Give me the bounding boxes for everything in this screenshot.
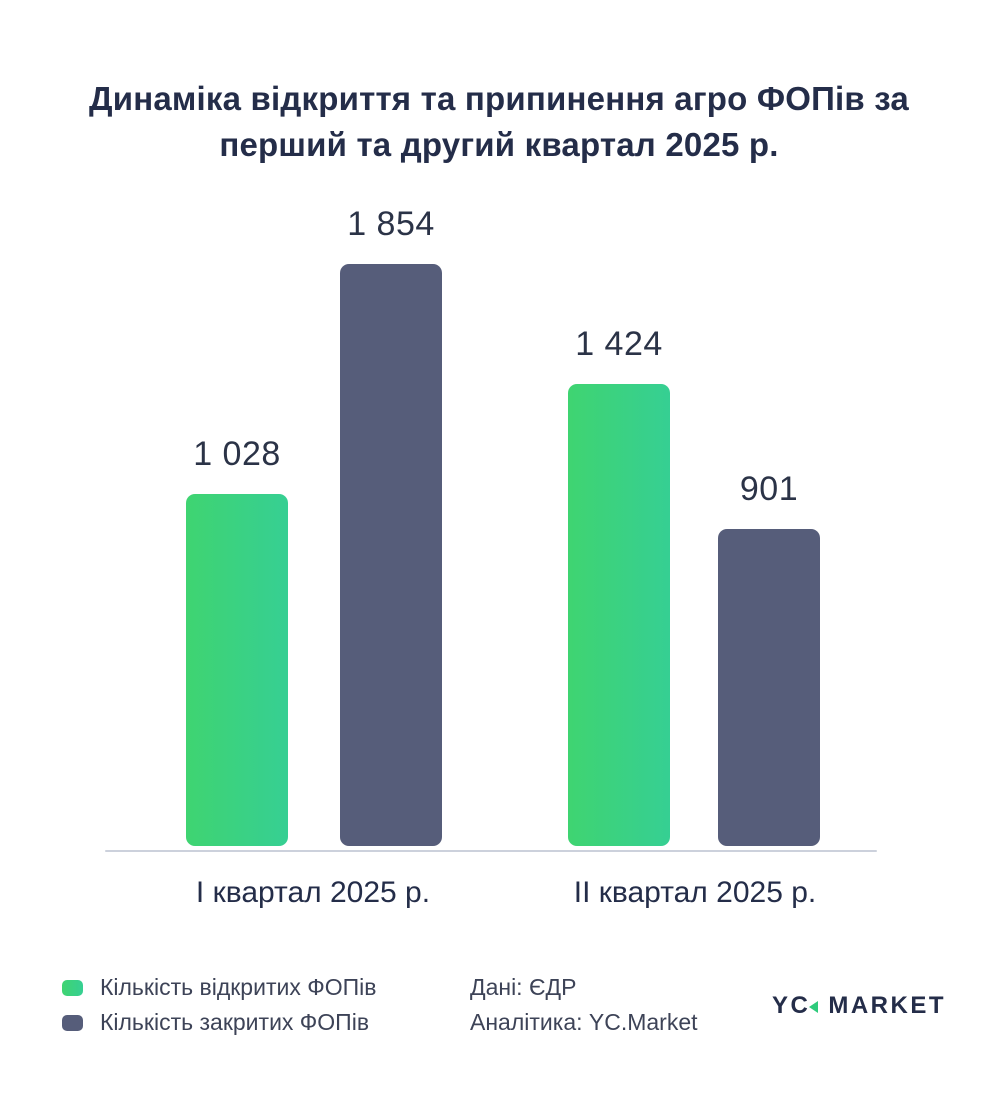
analytics-source-text: Аналітика: YC.Market (470, 1009, 698, 1035)
logo-triangle-icon (809, 1001, 819, 1013)
legend-label-closed: Кількість закритих ФОПів (100, 1009, 370, 1035)
x-axis-label-q1: І квартал 2025 р. (195, 876, 431, 909)
data-source-text: Дані: ЄДР (470, 974, 577, 1000)
legend-item-opened: Кількість відкритих ФОПів (62, 970, 376, 1005)
legend-swatch-closed (62, 1014, 83, 1031)
logo-text-market: MARKET (828, 992, 946, 1019)
bar-value-label: 1 854 (347, 205, 435, 243)
bar-opened-q2 (568, 384, 670, 846)
bar-value-label: 901 (739, 470, 799, 508)
bar-value-label: 1 028 (193, 435, 281, 473)
legend-item-closed: Кількість закритих ФОПів (62, 1005, 376, 1040)
page-title: Динаміка відкриття та припинення агро ФО… (89, 80, 909, 164)
x-axis-label-q2: ІІ квартал 2025 р. (573, 876, 817, 909)
legend: Кількість відкритих ФОПів Кількість закр… (62, 970, 376, 1040)
bar-chart: 1 028 1 854 1 424 901 І квартал 2025 р. … (105, 200, 877, 909)
legend-swatch-opened (62, 979, 83, 996)
yc-market-logo: YC MARKET (772, 992, 946, 1020)
bar-value-label: 1 424 (575, 325, 663, 363)
bar-opened-q1 (186, 494, 288, 846)
logo-text-yc: YC (772, 992, 811, 1019)
x-axis-line (105, 850, 877, 852)
bar-closed-q2 (718, 529, 820, 846)
source-info: Дані: ЄДР Аналітика: YC.Market (470, 970, 698, 1040)
bar-closed-q1 (340, 264, 442, 846)
legend-label-opened: Кількість відкритих ФОПів (100, 974, 377, 1000)
